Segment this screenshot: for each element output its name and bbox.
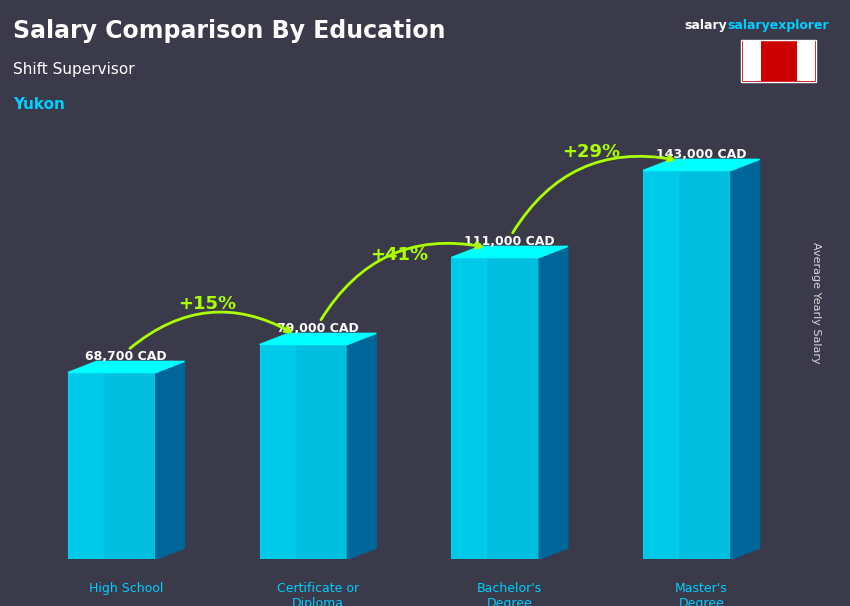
- Polygon shape: [156, 361, 184, 559]
- Text: salaryexplorer: salaryexplorer: [727, 19, 829, 32]
- Polygon shape: [348, 333, 377, 559]
- Text: +41%: +41%: [371, 246, 428, 264]
- Text: High School: High School: [89, 582, 163, 594]
- Polygon shape: [451, 258, 486, 559]
- Text: 111,000 CAD: 111,000 CAD: [464, 235, 555, 248]
- Polygon shape: [451, 247, 568, 258]
- Text: Salary Comparison By Education: Salary Comparison By Education: [13, 19, 445, 42]
- Text: +29%: +29%: [562, 143, 620, 161]
- Polygon shape: [259, 345, 295, 559]
- FancyBboxPatch shape: [741, 40, 816, 82]
- Polygon shape: [643, 170, 678, 559]
- FancyBboxPatch shape: [451, 258, 539, 559]
- Polygon shape: [68, 373, 103, 559]
- Text: Certificate or
Diploma: Certificate or Diploma: [277, 582, 359, 606]
- Text: Shift Supervisor: Shift Supervisor: [13, 62, 134, 77]
- Text: Bachelor's
Degree: Bachelor's Degree: [477, 582, 542, 606]
- Polygon shape: [731, 159, 760, 559]
- Polygon shape: [68, 361, 184, 373]
- Bar: [796, 41, 815, 81]
- FancyBboxPatch shape: [643, 170, 731, 559]
- Text: 143,000 CAD: 143,000 CAD: [656, 148, 746, 161]
- Polygon shape: [539, 247, 568, 559]
- Text: +15%: +15%: [178, 295, 237, 313]
- Text: Yukon: Yukon: [13, 97, 65, 112]
- Bar: [743, 41, 761, 81]
- FancyBboxPatch shape: [259, 345, 348, 559]
- Text: salary: salary: [684, 19, 727, 32]
- FancyBboxPatch shape: [68, 373, 156, 559]
- Polygon shape: [643, 159, 760, 170]
- Text: Master's
Degree: Master's Degree: [675, 582, 728, 606]
- Text: 79,000 CAD: 79,000 CAD: [277, 322, 359, 335]
- Polygon shape: [259, 333, 377, 345]
- Text: Average Yearly Salary: Average Yearly Salary: [811, 242, 821, 364]
- Text: 68,700 CAD: 68,700 CAD: [85, 350, 167, 362]
- Text: 🍁: 🍁: [774, 52, 784, 70]
